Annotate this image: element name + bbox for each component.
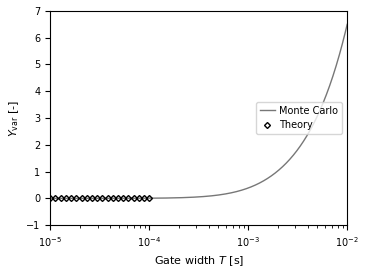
Legend: Monte Carlo, Theory: Monte Carlo, Theory	[256, 102, 342, 134]
Y-axis label: $Y_{\mathrm{var}}$ [-]: $Y_{\mathrm{var}}$ [-]	[7, 100, 21, 137]
X-axis label: Gate width $T$ [s]: Gate width $T$ [s]	[154, 254, 244, 268]
